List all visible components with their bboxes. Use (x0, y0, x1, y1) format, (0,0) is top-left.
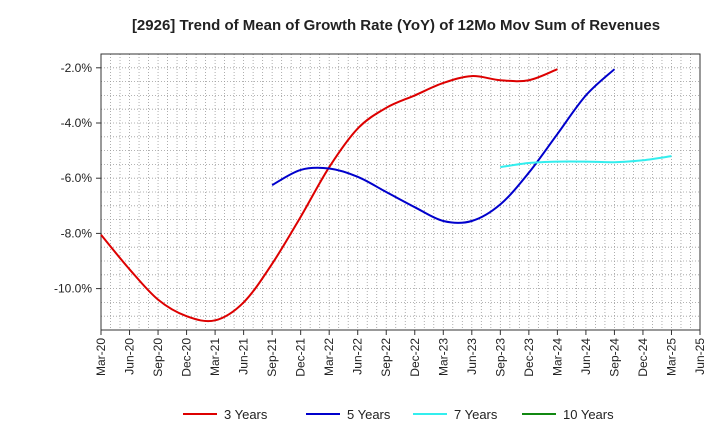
x-tick-label: Sep-22 (379, 338, 393, 377)
y-tick-label: -6.0% (61, 171, 93, 185)
legend-label-7-years: 7 Years (454, 407, 498, 422)
x-tick-label: Mar-25 (664, 338, 678, 376)
x-tick-label: Mar-22 (322, 338, 336, 376)
x-tick-label: Sep-24 (607, 338, 621, 377)
legend-label-10-years: 10 Years (563, 407, 614, 422)
x-tick-label: Dec-23 (522, 338, 536, 377)
legend-label-3-years: 3 Years (224, 407, 268, 422)
x-tick-label: Dec-20 (180, 338, 194, 377)
plot-background (101, 54, 700, 330)
x-tick-label: Jun-20 (123, 338, 137, 375)
x-tick-label: Dec-21 (294, 338, 308, 377)
legend: 3 Years 5 Years 7 Years 10 Years (183, 407, 614, 422)
x-tick-label: Mar-21 (208, 338, 222, 376)
x-tick-label: Mar-23 (436, 338, 450, 376)
x-tick-label: Jun-24 (579, 338, 593, 375)
x-tick-label: Sep-23 (493, 338, 507, 377)
plot-frame (100, 53, 701, 331)
series-line-5-years (271, 68, 616, 224)
series-line-7-years (500, 155, 672, 169)
x-tick-label: Sep-20 (151, 338, 165, 377)
x-tick-label: Jun-25 (693, 338, 707, 375)
x-tick-label: Jun-21 (237, 338, 251, 375)
y-tick-label: -10.0% (54, 282, 92, 296)
y-tick-label: -8.0% (61, 226, 93, 240)
x-tick-label: Sep-21 (265, 338, 279, 377)
plot-area: -2.0% -4.0% -6.0% -8.0% -10.0% Mar-20 Jun-20 Se… (54, 53, 707, 377)
y-tick-label: -2.0% (61, 61, 93, 75)
legend-label-5-years: 5 Years (347, 407, 391, 422)
x-tick-label: Dec-22 (408, 338, 422, 377)
x-tick-label: Dec-24 (636, 338, 650, 377)
x-tick-label: Jun-23 (465, 338, 479, 375)
chart-title: [2926] Trend of Mean of Growth Rate (YoY… (132, 17, 660, 34)
x-tick-label: Mar-24 (550, 338, 564, 376)
x-tick-label: Jun-22 (351, 338, 365, 375)
y-tick-label: -4.0% (61, 116, 93, 130)
series-line-3-years (100, 68, 558, 323)
x-tick-label: Mar-20 (94, 338, 108, 376)
